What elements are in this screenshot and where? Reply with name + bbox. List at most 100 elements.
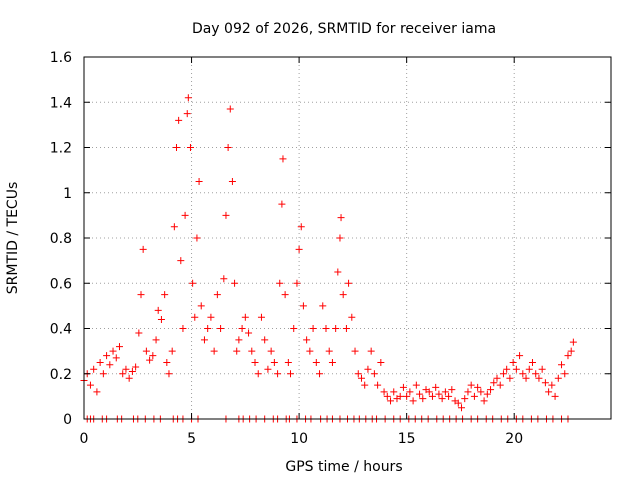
data-point (412, 381, 420, 389)
data-point (528, 358, 536, 366)
data-point (322, 325, 330, 332)
data-point (425, 388, 433, 396)
data-point (109, 347, 117, 355)
data-point (137, 291, 145, 299)
data-point (545, 388, 553, 396)
data-point (119, 370, 127, 378)
data-point (348, 313, 356, 321)
data-point (554, 374, 562, 382)
data-point (276, 279, 284, 287)
data-point (135, 329, 143, 337)
data-point (281, 291, 289, 299)
data-point (172, 144, 180, 151)
y-tick-label: 1.4 (50, 95, 72, 111)
data-point (251, 358, 259, 366)
data-point (245, 329, 253, 337)
data-point (374, 381, 382, 389)
data-point (152, 336, 160, 344)
data-point (238, 325, 246, 332)
data-point (254, 370, 262, 378)
data-point (325, 347, 333, 355)
data-point (220, 275, 228, 283)
data-point (312, 358, 320, 366)
chart-title: Day 092 of 2026, SRMTID for receiver iam… (192, 21, 496, 37)
data-point (448, 386, 456, 394)
data-point (342, 325, 350, 332)
data-point (149, 352, 157, 360)
data-point (228, 177, 236, 185)
data-point (224, 144, 232, 151)
plot-frame (83, 56, 612, 420)
data-point (207, 313, 215, 321)
data-point (195, 177, 203, 185)
data-point (525, 365, 533, 373)
data-point (483, 390, 491, 398)
data-point (467, 381, 475, 389)
data-point (90, 365, 98, 373)
data-point (106, 361, 114, 369)
data-point (103, 352, 111, 360)
data-point (222, 211, 230, 219)
data-point (99, 370, 107, 378)
data-point (193, 234, 201, 242)
data-point (241, 313, 249, 321)
data-point (458, 404, 466, 412)
x-tick-label: 20 (505, 431, 523, 447)
data-point (217, 325, 225, 332)
data-point (297, 223, 305, 231)
data-point (177, 257, 185, 265)
data-point (551, 392, 559, 400)
data-point (184, 94, 192, 102)
data-point (231, 279, 239, 287)
data-point (264, 365, 272, 373)
y-tick-label: 0.4 (50, 322, 72, 338)
data-point (435, 390, 443, 398)
data-point (86, 381, 94, 389)
data-point (213, 291, 221, 299)
data-point (464, 388, 472, 396)
y-tick-label: 1.2 (50, 141, 72, 157)
data-point (454, 399, 462, 407)
data-point (139, 245, 147, 253)
data-point (461, 395, 469, 403)
data-point (112, 354, 120, 362)
x-tick-label: 0 (80, 431, 89, 447)
data-point (204, 325, 212, 332)
data-point (157, 315, 165, 323)
data-point (309, 325, 317, 332)
data-point (403, 392, 411, 400)
data-point (419, 395, 427, 403)
data-point (357, 374, 365, 382)
data-point (445, 392, 453, 400)
data-point (499, 370, 507, 378)
data-point (519, 370, 527, 378)
y-axis-label: SRMTID / TECUs (5, 182, 21, 295)
y-tick-label: 0 (63, 412, 72, 428)
data-point (390, 388, 398, 396)
data-point (438, 395, 446, 403)
data-point (270, 358, 278, 366)
data-point (290, 325, 298, 332)
data-point (396, 392, 404, 400)
data-point (548, 381, 556, 389)
x-tick-labels: 0 5 10 15 20 (80, 431, 524, 447)
data-point (295, 245, 303, 253)
data-point (564, 352, 572, 360)
data-point (293, 279, 301, 287)
data-point (399, 383, 407, 391)
x-tick-label: 5 (187, 431, 196, 447)
data-point (339, 291, 347, 299)
data-point (261, 336, 269, 344)
data-point (509, 358, 517, 366)
y-tick-label: 0.2 (50, 367, 72, 383)
data-point (319, 302, 327, 310)
data-point (503, 365, 511, 373)
data-point (380, 388, 388, 396)
data-point (516, 352, 524, 360)
y-tick-labels: 0 0.2 0.4 0.6 0.8 1 1.2 1.4 1.6 (50, 50, 72, 428)
x-tick-label: 15 (398, 431, 416, 447)
data-point (470, 392, 478, 400)
data-point (168, 347, 176, 355)
data-point (233, 347, 241, 355)
data-point (96, 358, 104, 366)
